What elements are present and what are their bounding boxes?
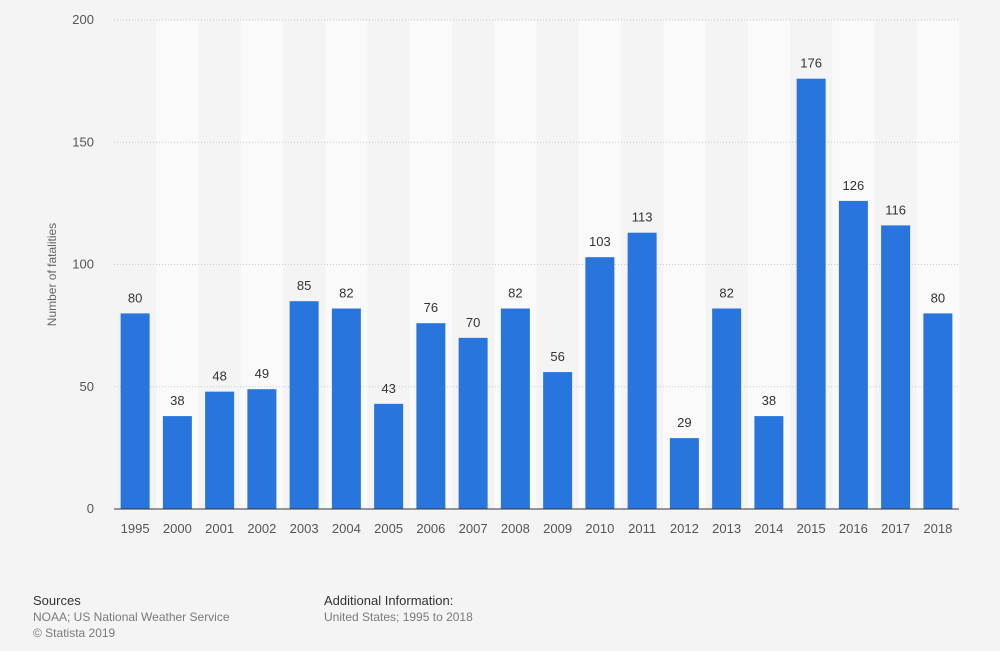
data-label: 116 bbox=[885, 202, 906, 217]
x-tick-label: 2018 bbox=[923, 521, 952, 536]
data-label: 103 bbox=[589, 234, 611, 249]
x-tick-label: 2005 bbox=[374, 521, 403, 536]
sources-title: Sources bbox=[33, 593, 81, 608]
y-axis-ticks: 0 50 100 150 200 bbox=[72, 12, 94, 516]
y-tick-label: 50 bbox=[80, 379, 94, 394]
bar bbox=[458, 337, 488, 509]
y-tick-label: 150 bbox=[72, 134, 94, 149]
data-label: 82 bbox=[508, 286, 522, 301]
data-label: 76 bbox=[424, 300, 438, 315]
bar bbox=[162, 416, 192, 509]
data-label: 82 bbox=[719, 286, 733, 301]
y-axis-label: Number of fatalities bbox=[45, 223, 59, 326]
bar bbox=[120, 313, 150, 509]
bar bbox=[712, 308, 742, 509]
x-tick-label: 2007 bbox=[459, 521, 488, 536]
bar bbox=[543, 372, 573, 509]
bars bbox=[120, 78, 953, 510]
x-tick-label: 2009 bbox=[543, 521, 572, 536]
bar bbox=[585, 257, 615, 509]
bar bbox=[331, 308, 361, 509]
x-tick-label: 2017 bbox=[881, 521, 910, 536]
x-tick-label: 2004 bbox=[332, 521, 361, 536]
data-label: 126 bbox=[843, 178, 865, 193]
bar-chart: 0 50 100 150 200 80 38 48 49 85 82 43 76 70 82 56 103 11… bbox=[45, 12, 959, 536]
y-tick-label: 200 bbox=[72, 12, 94, 27]
additional-info-title: Additional Information: bbox=[324, 593, 454, 608]
data-label: 176 bbox=[800, 56, 822, 71]
bar bbox=[881, 225, 911, 509]
x-tick-label: 2014 bbox=[754, 521, 783, 536]
data-label: 48 bbox=[212, 369, 226, 384]
bar bbox=[205, 391, 235, 509]
bar bbox=[627, 232, 657, 509]
bar bbox=[247, 389, 277, 509]
x-tick-label: 2008 bbox=[501, 521, 530, 536]
data-label: 29 bbox=[677, 415, 691, 430]
x-tick-label: 2001 bbox=[205, 521, 234, 536]
bar bbox=[923, 313, 953, 509]
data-labels: 80 38 48 49 85 82 43 76 70 82 56 103 113 29 82 38 176 126… bbox=[128, 56, 945, 430]
x-axis-ticks: 1995 2000 2001 2002 2003 2004 2005 2006 2007 2008… bbox=[121, 521, 953, 536]
x-tick-label: 2015 bbox=[797, 521, 826, 536]
x-tick-label: 2011 bbox=[628, 521, 656, 536]
x-tick-label: 2006 bbox=[416, 521, 445, 536]
additional-info-text: United States; 1995 to 2018 bbox=[324, 610, 473, 624]
x-tick-label: 2003 bbox=[290, 521, 319, 536]
copyright-text: © Statista 2019 bbox=[33, 626, 116, 640]
data-label: 38 bbox=[762, 393, 776, 408]
data-label: 113 bbox=[632, 210, 653, 225]
data-label: 43 bbox=[381, 381, 395, 396]
x-tick-label: 2016 bbox=[839, 521, 868, 536]
x-tick-label: 2000 bbox=[163, 521, 192, 536]
x-tick-label: 2002 bbox=[247, 521, 276, 536]
bar bbox=[500, 308, 530, 509]
bar bbox=[416, 323, 446, 509]
x-tick-label: 2013 bbox=[712, 521, 741, 536]
x-tick-label: 1995 bbox=[121, 521, 150, 536]
bar bbox=[289, 301, 319, 509]
x-tick-label: 2012 bbox=[670, 521, 699, 536]
data-label: 80 bbox=[931, 290, 945, 305]
y-tick-label: 0 bbox=[87, 501, 94, 516]
y-tick-label: 100 bbox=[72, 257, 94, 272]
bar bbox=[754, 416, 784, 509]
data-label: 82 bbox=[339, 286, 353, 301]
additional-info-section: Additional Information: United States; 1… bbox=[324, 593, 473, 625]
data-label: 38 bbox=[170, 393, 184, 408]
data-label: 85 bbox=[297, 278, 311, 293]
data-label: 56 bbox=[550, 349, 564, 364]
sources-text: NOAA; US National Weather Service bbox=[33, 610, 230, 624]
x-tick-label: 2010 bbox=[585, 521, 614, 536]
bar bbox=[796, 78, 826, 510]
bar bbox=[374, 403, 404, 509]
data-label: 80 bbox=[128, 290, 142, 305]
data-label: 70 bbox=[466, 315, 480, 330]
data-label: 49 bbox=[255, 366, 269, 381]
sources-section: Sources NOAA; US National Weather Servic… bbox=[33, 593, 230, 641]
bar bbox=[669, 438, 699, 509]
bar bbox=[838, 200, 868, 509]
